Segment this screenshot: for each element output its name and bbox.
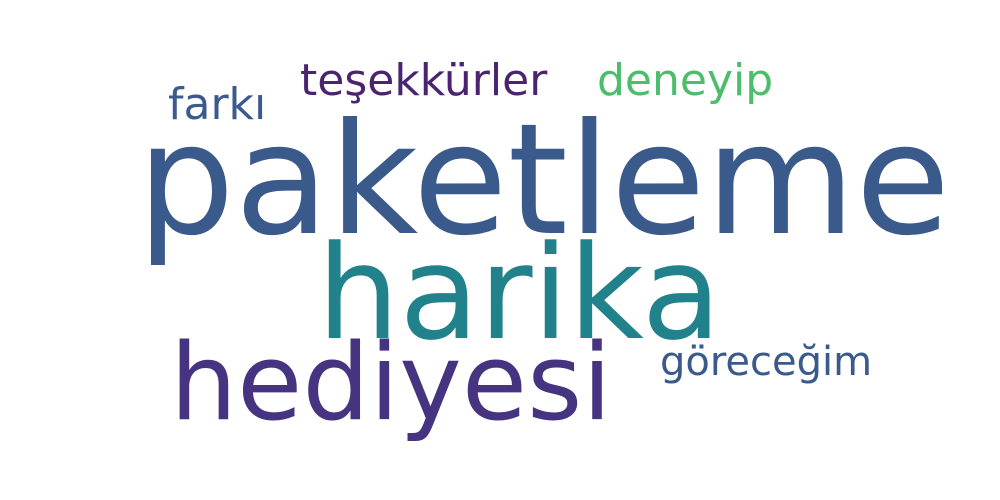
word-gorecegim: göreceğim xyxy=(660,339,873,385)
word-paketleme: paketleme xyxy=(137,91,951,270)
word-tesekkurler: teşekkürler xyxy=(300,55,548,106)
word-hediyesi: hediyesi xyxy=(170,321,612,444)
word-farki: farkı xyxy=(168,79,267,130)
word-deneyip: deneyip xyxy=(597,55,774,106)
word-harika: harika xyxy=(317,217,722,369)
